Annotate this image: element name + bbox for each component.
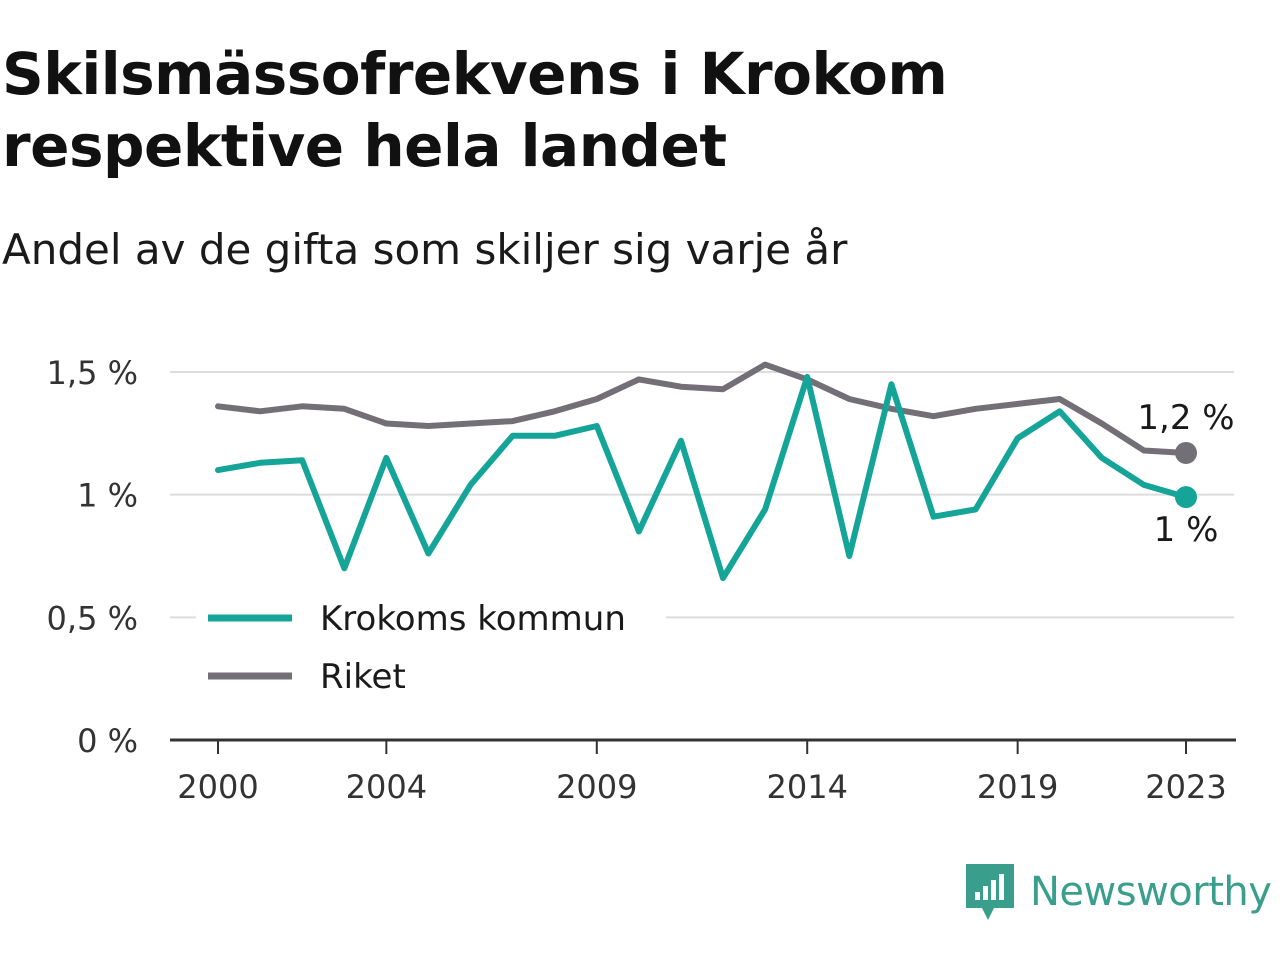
brand: Newsworthy xyxy=(964,862,1272,922)
chart-subtitle: Andel av de gifta som skiljer sig varje … xyxy=(2,225,848,274)
x-tick-label: 2009 xyxy=(556,768,637,806)
y-tick-label: 0,5 % xyxy=(47,599,138,637)
y-tick-label: 1,5 % xyxy=(47,354,138,392)
end-value-label: 1,2 % xyxy=(1137,398,1234,438)
end-value-label: 1 % xyxy=(1154,510,1219,550)
legend-label: Krokoms kommun xyxy=(320,599,626,639)
series-line xyxy=(215,361,1189,456)
x-tick-label: 2023 xyxy=(1145,768,1226,806)
legend-label: Riket xyxy=(320,657,406,697)
x-tick-label: 2004 xyxy=(346,768,427,806)
x-tick-label: 2019 xyxy=(977,768,1058,806)
brand-name: Newsworthy xyxy=(1030,869,1272,915)
y-tick-label: 0 % xyxy=(77,722,138,760)
newsworthy-logo-icon xyxy=(966,864,1014,920)
chart-title: Skilsmässofrekvens i Krokom respektive h… xyxy=(2,40,948,180)
series-end-point xyxy=(1175,441,1197,464)
y-tick-label: 1 % xyxy=(77,477,138,515)
x-tick-label: 2014 xyxy=(766,768,847,806)
x-tick-label: 2000 xyxy=(177,768,258,806)
series-end-point xyxy=(1175,486,1197,509)
legend-background xyxy=(196,596,666,700)
series-line xyxy=(215,373,1189,582)
